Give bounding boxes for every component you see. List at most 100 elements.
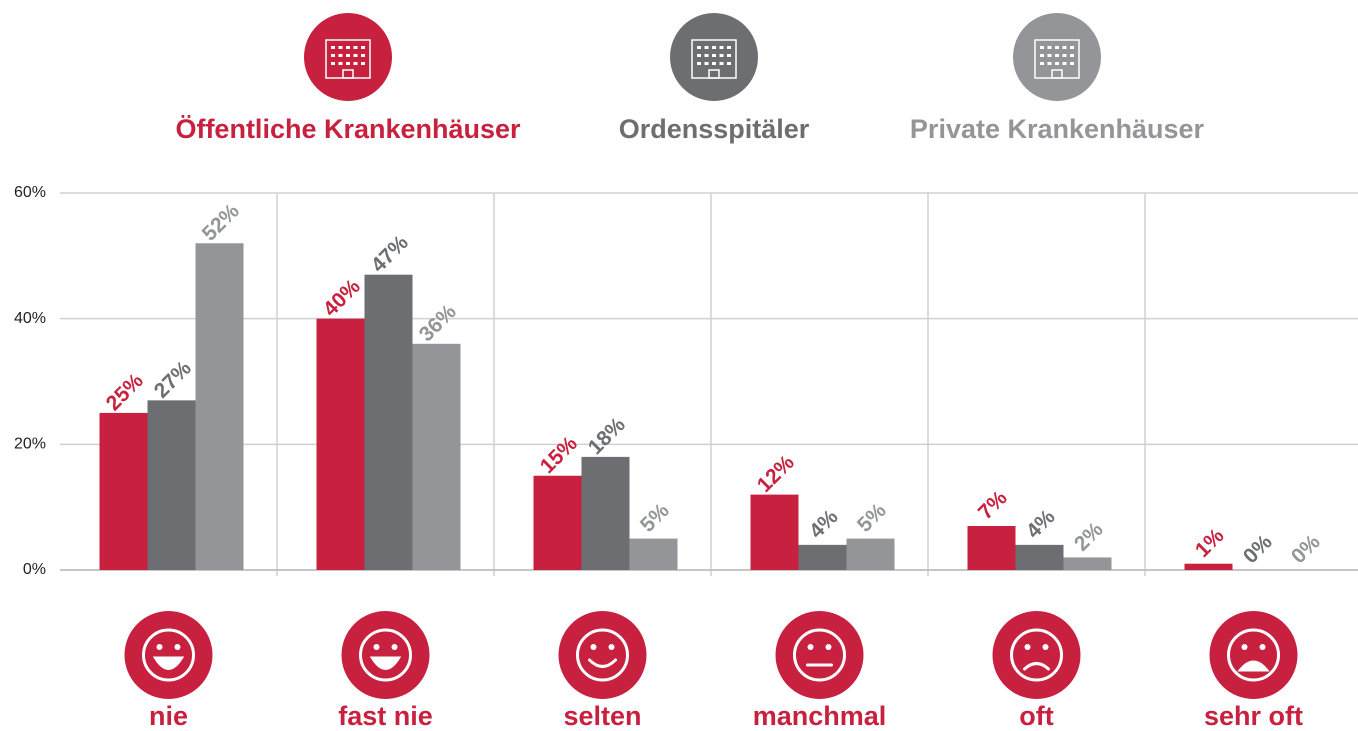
window bbox=[361, 46, 365, 49]
value-label: 0% bbox=[1287, 530, 1325, 568]
bar bbox=[147, 400, 196, 570]
face-bg bbox=[1209, 611, 1298, 699]
eye bbox=[807, 644, 814, 650]
bar bbox=[1015, 544, 1064, 570]
window bbox=[338, 54, 343, 57]
bar bbox=[195, 243, 244, 570]
window bbox=[331, 54, 335, 57]
x-tick-label: nie bbox=[149, 701, 188, 731]
face-bg bbox=[558, 611, 647, 699]
window bbox=[346, 54, 350, 57]
value-label: 0% bbox=[1239, 530, 1277, 568]
window bbox=[1062, 54, 1067, 57]
eye bbox=[156, 644, 163, 650]
window bbox=[1047, 62, 1052, 65]
value-label: 47% bbox=[367, 231, 413, 277]
window bbox=[338, 46, 343, 49]
window bbox=[353, 46, 358, 49]
face bbox=[1010, 628, 1063, 682]
window bbox=[353, 62, 358, 65]
value-label: 25% bbox=[102, 369, 148, 415]
window bbox=[1047, 54, 1052, 57]
value-label: 4% bbox=[1022, 505, 1060, 543]
face bbox=[359, 628, 412, 682]
window bbox=[361, 62, 365, 65]
value-label: 52% bbox=[198, 199, 244, 245]
window bbox=[1040, 46, 1044, 49]
value-label: 5% bbox=[853, 499, 891, 537]
face-icon bbox=[775, 611, 864, 699]
legend-label: Öffentliche Krankenhäuser bbox=[175, 114, 521, 144]
face-bg bbox=[341, 611, 430, 699]
legend-label: Private Krankenhäuser bbox=[910, 114, 1205, 144]
face-icon bbox=[558, 611, 647, 699]
x-tick-label: fast nie bbox=[338, 701, 433, 731]
window bbox=[346, 62, 350, 65]
value-label: 40% bbox=[319, 275, 365, 321]
bar bbox=[364, 274, 413, 570]
window bbox=[1062, 46, 1067, 49]
window bbox=[697, 62, 701, 65]
window bbox=[331, 46, 335, 49]
face bbox=[793, 628, 846, 682]
eye bbox=[391, 644, 398, 650]
window bbox=[1047, 46, 1052, 49]
x-tick-label: manchmal bbox=[753, 701, 887, 731]
bar bbox=[316, 318, 365, 570]
eye bbox=[1024, 644, 1031, 650]
value-label: 15% bbox=[536, 432, 582, 478]
window bbox=[712, 54, 716, 57]
value-label: 4% bbox=[805, 505, 843, 543]
window bbox=[704, 46, 709, 49]
window bbox=[361, 54, 365, 57]
x-tick-label: oft bbox=[1019, 701, 1053, 731]
bar bbox=[750, 494, 799, 570]
value-label: 27% bbox=[150, 356, 196, 402]
window bbox=[1070, 54, 1074, 57]
face-bg bbox=[992, 611, 1081, 699]
face bbox=[576, 628, 629, 682]
y-tick-label: 20% bbox=[14, 436, 46, 453]
bar bbox=[967, 526, 1016, 570]
value-label: 18% bbox=[584, 413, 630, 459]
bar bbox=[846, 538, 895, 570]
eye bbox=[590, 644, 597, 650]
window bbox=[331, 62, 335, 65]
door bbox=[708, 69, 720, 79]
eye bbox=[174, 644, 181, 650]
y-tick-label: 40% bbox=[14, 310, 46, 327]
window bbox=[719, 62, 724, 65]
door bbox=[1051, 69, 1063, 79]
window bbox=[704, 54, 709, 57]
window bbox=[1055, 62, 1059, 65]
mouth bbox=[1237, 660, 1270, 672]
window bbox=[1040, 54, 1044, 57]
window bbox=[719, 46, 724, 49]
bar bbox=[99, 412, 148, 570]
mouth bbox=[588, 658, 617, 668]
value-label: 12% bbox=[753, 451, 799, 497]
bar bbox=[581, 456, 630, 570]
window bbox=[727, 62, 731, 65]
bar bbox=[1184, 563, 1233, 570]
x-tick-label: selten bbox=[563, 701, 641, 731]
eye bbox=[608, 644, 615, 650]
window bbox=[697, 54, 701, 57]
value-label: 2% bbox=[1070, 518, 1108, 556]
face-bg bbox=[775, 611, 864, 699]
door bbox=[342, 69, 354, 79]
x-tick-label: sehr oft bbox=[1204, 701, 1303, 731]
window bbox=[697, 46, 701, 49]
face-icon bbox=[1209, 611, 1298, 699]
face-icon bbox=[341, 611, 430, 699]
bar bbox=[412, 343, 461, 570]
mouth bbox=[369, 656, 402, 670]
eye bbox=[1259, 644, 1266, 650]
window bbox=[1040, 62, 1044, 65]
window bbox=[1062, 62, 1067, 65]
window bbox=[719, 54, 724, 57]
face-icon bbox=[124, 611, 213, 699]
face-bg bbox=[124, 611, 213, 699]
window bbox=[712, 62, 716, 65]
legend-icon bbox=[304, 13, 392, 101]
